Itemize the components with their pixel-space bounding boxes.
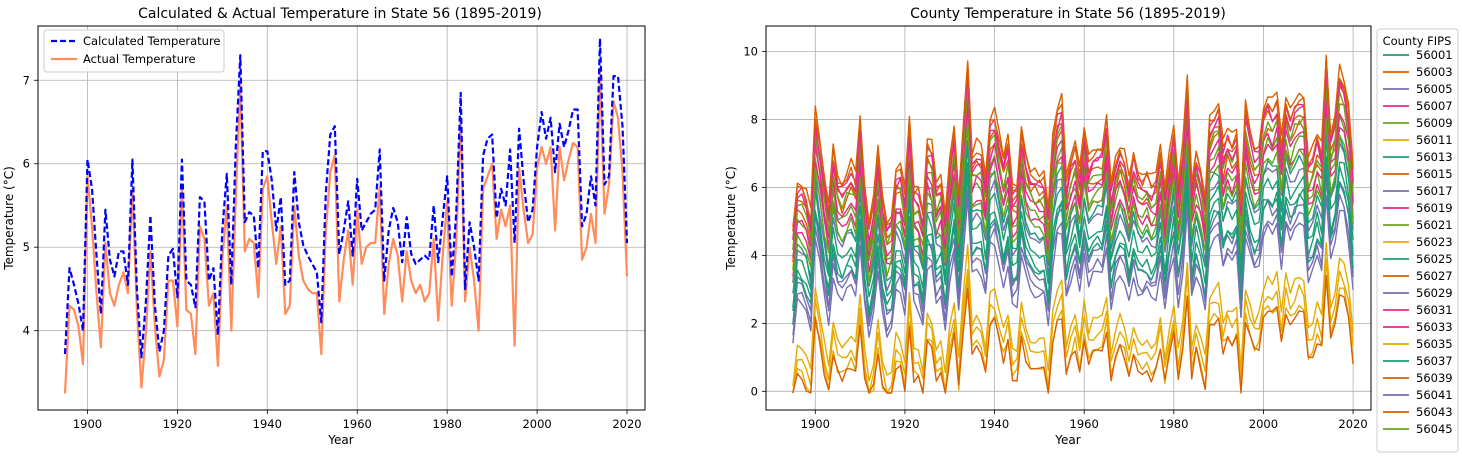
county-line-56031 bbox=[792, 70, 1354, 243]
legend-label-56033: 56033 bbox=[1416, 320, 1453, 334]
y-tick-label: 8 bbox=[751, 112, 758, 126]
county-line-56029 bbox=[792, 175, 1354, 336]
right-legend-box bbox=[1376, 28, 1459, 453]
x-tick-label: 1900 bbox=[73, 417, 102, 431]
legend-calculated-label: Calculated Temperature bbox=[83, 34, 221, 48]
left-chart: Calculated & Actual Temperature in State… bbox=[2, 6, 646, 447]
right-chart-title: County Temperature in State 56 (1895-201… bbox=[910, 6, 1226, 22]
legend-label-56045: 56045 bbox=[1416, 422, 1453, 436]
legend-label-56015: 56015 bbox=[1416, 167, 1453, 181]
right-chart-y-axis-label: Temperature (°C) bbox=[724, 166, 738, 271]
y-tick-label: 10 bbox=[743, 44, 758, 58]
left-chart-lines bbox=[63, 37, 629, 394]
legend-label-56029: 56029 bbox=[1416, 286, 1453, 300]
county-line-56019 bbox=[792, 92, 1354, 258]
right-legend-items: 56001 56003 56005 56007 56009 56011 56013 56015… bbox=[1383, 48, 1453, 436]
left-chart-y-axis-label: Temperature (°C) bbox=[2, 166, 16, 271]
x-tick-label: 1980 bbox=[433, 417, 462, 431]
county-line-56045 bbox=[792, 118, 1354, 285]
legend-label-56023: 56023 bbox=[1416, 235, 1453, 249]
x-tick-label: 1940 bbox=[980, 417, 1009, 431]
county-line-56025 bbox=[792, 116, 1354, 286]
legend-label-56007: 56007 bbox=[1416, 99, 1453, 113]
legend-label-56027: 56027 bbox=[1416, 269, 1453, 283]
county-line-56039 bbox=[792, 274, 1354, 394]
right-chart-lines bbox=[792, 54, 1354, 394]
legend-label-56041: 56041 bbox=[1416, 388, 1453, 402]
x-tick-label: 1960 bbox=[1070, 417, 1099, 431]
y-tick-label: 4 bbox=[23, 324, 30, 338]
legend-label-56013: 56013 bbox=[1416, 150, 1453, 164]
legend-label-56031: 56031 bbox=[1416, 303, 1453, 317]
legend-label-56035: 56035 bbox=[1416, 337, 1453, 351]
legend-label-56039: 56039 bbox=[1416, 371, 1453, 385]
left-chart-legend: Calculated Temperature Actual Temperatur… bbox=[43, 29, 225, 73]
left-chart-y-ticks: 4 5 6 7 bbox=[23, 73, 38, 338]
x-tick-label: 1960 bbox=[343, 417, 372, 431]
x-tick-label: 1980 bbox=[1159, 417, 1188, 431]
legend-label-56005: 56005 bbox=[1416, 82, 1453, 96]
y-tick-label: 6 bbox=[751, 180, 758, 194]
y-tick-label: 2 bbox=[751, 316, 758, 330]
county-line-56023 bbox=[792, 258, 1354, 394]
left-chart-x-axis-label: Year bbox=[327, 433, 353, 447]
county-line-56041 bbox=[792, 195, 1354, 344]
x-tick-label: 2020 bbox=[1338, 417, 1367, 431]
legend-label-56021: 56021 bbox=[1416, 218, 1453, 232]
right-chart-x-axis-label: Year bbox=[1054, 433, 1080, 447]
y-tick-label: 5 bbox=[23, 240, 30, 254]
x-tick-label: 1900 bbox=[801, 417, 830, 431]
right-chart-frame bbox=[765, 25, 1372, 411]
right-chart: County Temperature in State 56 (1895-201… bbox=[724, 6, 1459, 453]
actual-temperature-line bbox=[63, 70, 629, 394]
y-tick-label: 4 bbox=[751, 248, 758, 262]
calculated-temperature-line bbox=[63, 37, 629, 359]
y-tick-label: 7 bbox=[23, 73, 30, 87]
x-tick-label: 1920 bbox=[163, 417, 192, 431]
county-line-56011 bbox=[792, 241, 1354, 386]
x-tick-label: 2000 bbox=[1249, 417, 1278, 431]
right-chart-y-ticks: 0 2 4 6 8 10 bbox=[743, 44, 766, 398]
county-line-56013 bbox=[792, 135, 1354, 308]
left-chart-title: Calculated & Actual Temperature in State… bbox=[138, 6, 542, 22]
y-tick-label: 6 bbox=[23, 157, 30, 171]
left-chart-x-ticks: 1900 1920 1940 1960 1980 2000 2020 bbox=[73, 410, 642, 431]
legend-label-56019: 56019 bbox=[1416, 201, 1453, 215]
legend-label-56001: 56001 bbox=[1416, 48, 1453, 62]
county-line-56037 bbox=[792, 159, 1354, 325]
right-legend-title: County FIPS bbox=[1383, 34, 1452, 48]
county-line-56005 bbox=[792, 129, 1354, 294]
legend-actual-label: Actual Temperature bbox=[83, 52, 196, 66]
x-tick-label: 1920 bbox=[890, 417, 919, 431]
x-tick-label: 1940 bbox=[253, 417, 282, 431]
legend-label-56043: 56043 bbox=[1416, 405, 1453, 419]
legend-label-56009: 56009 bbox=[1416, 116, 1453, 130]
county-line-56033 bbox=[792, 107, 1354, 277]
right-chart-x-ticks: 1900 1920 1940 1960 1980 2000 2020 bbox=[801, 410, 1368, 431]
x-tick-label: 2000 bbox=[522, 417, 551, 431]
y-tick-label: 0 bbox=[751, 384, 758, 398]
legend-label-56003: 56003 bbox=[1416, 65, 1453, 79]
left-legend-box bbox=[43, 29, 225, 73]
county-line-56043 bbox=[792, 56, 1354, 228]
legend-label-56011: 56011 bbox=[1416, 133, 1453, 147]
legend-label-56017: 56017 bbox=[1416, 184, 1453, 198]
x-tick-label: 2020 bbox=[612, 417, 641, 431]
legend-label-56037: 56037 bbox=[1416, 354, 1453, 368]
left-chart-frame bbox=[37, 25, 646, 411]
right-chart-legend: County FIPS 5600156003560055600756009560… bbox=[1376, 28, 1459, 453]
county-line-56021 bbox=[792, 84, 1354, 252]
legend-label-56025: 56025 bbox=[1416, 252, 1453, 266]
